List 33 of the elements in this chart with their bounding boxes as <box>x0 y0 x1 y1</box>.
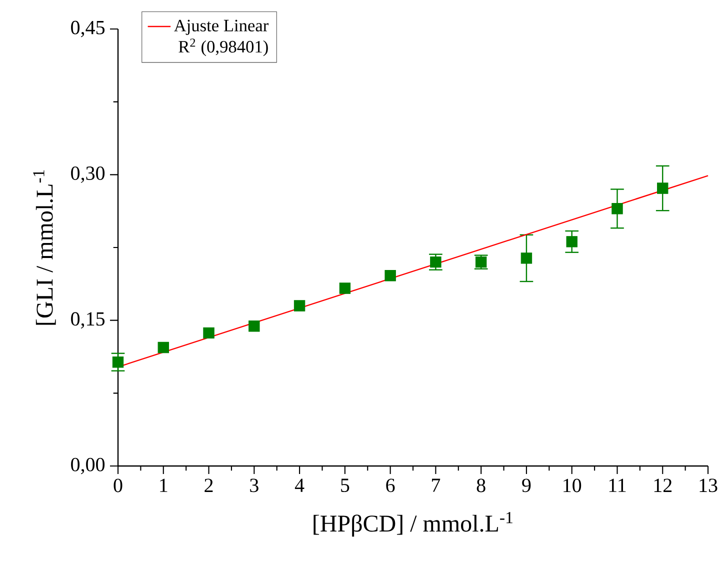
x-tick-label: 3 <box>250 478 258 492</box>
x-tick-label: 9 <box>522 478 531 492</box>
point <box>339 282 351 294</box>
point <box>384 270 396 282</box>
point <box>657 182 668 194</box>
point <box>203 327 214 339</box>
x-tick-label: 1 <box>160 478 168 492</box>
x-tick-label: 7 <box>432 478 440 492</box>
y-tick-label: 0,30 <box>71 166 105 183</box>
x-axis-title: [HPβCD] / mmol.L$^{-1}$ <box>314 512 512 537</box>
x-tick-label: 13 <box>700 478 718 492</box>
x-tick-label: 2 <box>204 478 213 492</box>
x-tick-label: 8 <box>476 478 486 492</box>
point <box>158 342 169 354</box>
x-tick-label: 4 <box>294 478 304 492</box>
point <box>566 236 578 248</box>
point <box>112 356 124 368</box>
legend-label: Ajuste Linear <box>174 20 268 35</box>
x-tick-label: 10 <box>564 478 582 492</box>
x-tick-label: 6 <box>386 478 395 492</box>
y-tick-label: 0,00 <box>71 458 105 474</box>
y-tick-label: 0,45 <box>71 20 105 38</box>
point <box>294 300 306 312</box>
x-tick-label: 12 <box>654 478 672 492</box>
x-tick-label: 11 <box>609 478 626 492</box>
annotation: R$^{2}$ (0,98401) <box>178 38 268 56</box>
y-axis-title: [GLI / mmol.L$^{-1}$ <box>33 170 56 325</box>
point <box>612 203 623 214</box>
point <box>520 252 532 264</box>
y-tick-label: 0,15 <box>71 312 105 329</box>
x-tick-label: 0 <box>114 478 122 492</box>
x-tick-label: 5 <box>341 478 350 492</box>
point <box>248 320 260 332</box>
